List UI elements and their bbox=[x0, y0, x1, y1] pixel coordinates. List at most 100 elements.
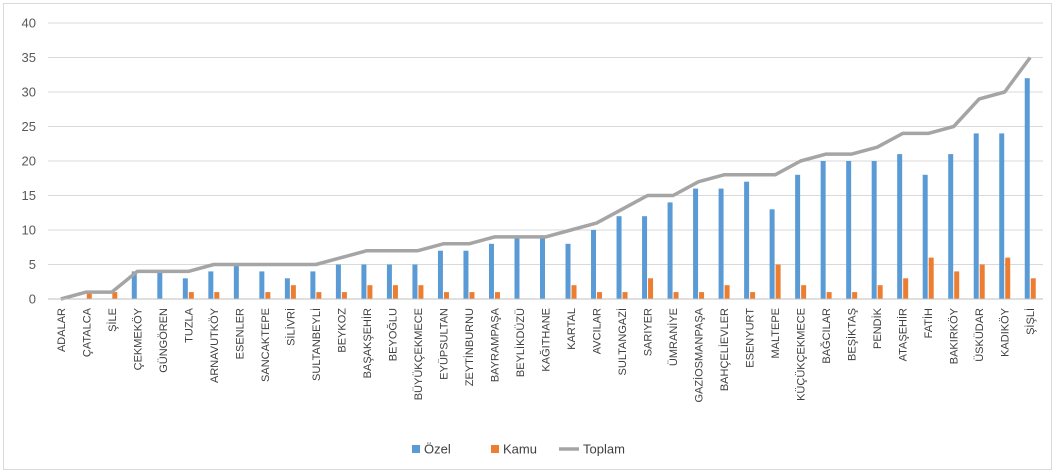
bar-zel-8 bbox=[259, 271, 265, 299]
legend-label-zel: Özel bbox=[424, 442, 451, 457]
bar-zel-16 bbox=[463, 250, 469, 299]
bar-kamu-37 bbox=[1005, 257, 1011, 299]
category-label: SANCAKTEPE bbox=[260, 308, 272, 382]
category-label: ÇATALCA bbox=[81, 307, 93, 357]
category-label: FATİH bbox=[922, 308, 935, 338]
bar-kamu-35 bbox=[954, 271, 960, 299]
bar-kamu-26 bbox=[724, 285, 730, 299]
category-label: GÜNGÖREN bbox=[158, 308, 170, 373]
category-label: EYÜPSULTAN bbox=[438, 308, 450, 380]
bar-zel-22 bbox=[616, 216, 622, 299]
bar-zel-36 bbox=[973, 133, 979, 299]
legend: Özel Kamu Toplam bbox=[412, 442, 625, 457]
bar-kamu-38 bbox=[1030, 278, 1036, 299]
y-tick-label: 0 bbox=[29, 292, 36, 307]
y-axis-ticks: 0 5 10 15 20 25 30 35 40 bbox=[22, 16, 36, 307]
category-label: ŞİŞLİ bbox=[1024, 308, 1037, 335]
total-line bbox=[60, 56, 1032, 301]
category-label: ATAŞEHİR bbox=[897, 308, 910, 361]
legend-swatch-zel bbox=[412, 445, 420, 453]
bar-kamu-14 bbox=[418, 285, 424, 299]
legend-label-kamu: Kamu bbox=[503, 442, 537, 457]
bar-kamu-32 bbox=[877, 285, 883, 299]
bar-kamu-21 bbox=[597, 292, 603, 299]
category-label: BAĞCILAR bbox=[820, 308, 833, 364]
category-label: KARTAL bbox=[566, 308, 578, 350]
category-labels: ADALAR ÇATALCA ŞİLE ÇEKMEKÖY GÜNGÖREN TUZLA AR… bbox=[56, 307, 1037, 402]
category-label: BAHÇELİEVLER bbox=[718, 308, 731, 391]
bar-kamu-8 bbox=[265, 292, 271, 299]
gridlines bbox=[48, 22, 1043, 265]
bar-zel-33 bbox=[897, 154, 903, 299]
bar-zel-31 bbox=[846, 161, 852, 299]
bar-zel-27 bbox=[744, 181, 750, 299]
bar-zel-25 bbox=[693, 188, 699, 299]
category-label: ESENLER bbox=[234, 308, 246, 359]
category-label: ESENYURT bbox=[745, 308, 757, 368]
bar-zel-13 bbox=[386, 264, 392, 299]
category-label: BAŞAKŞEHİR bbox=[361, 308, 374, 378]
legend-swatch-kamu bbox=[491, 445, 499, 453]
bar-kamu-15 bbox=[443, 292, 449, 299]
category-label: BÜYÜKÇEKMECE bbox=[413, 308, 425, 400]
y-tick-label: 40 bbox=[22, 16, 36, 31]
y-tick-label: 10 bbox=[22, 223, 36, 238]
bar-kamu-10 bbox=[316, 292, 322, 299]
category-label: ÇEKMEKÖY bbox=[132, 307, 144, 370]
bar-kamu-2 bbox=[112, 292, 118, 299]
category-label: MALTEPE bbox=[770, 308, 782, 359]
bar-zel-29 bbox=[795, 174, 801, 299]
bar-kamu-22 bbox=[622, 292, 628, 299]
bar-zel-15 bbox=[437, 250, 443, 299]
category-label: PENDİK bbox=[871, 307, 884, 349]
category-label: SARIYER bbox=[643, 308, 655, 356]
category-label: SİLİVRİ bbox=[284, 308, 297, 346]
category-label: KÜÇÜKÇEKMECE bbox=[796, 308, 808, 401]
bar-kamu-9 bbox=[290, 285, 296, 299]
bar-zel-18 bbox=[514, 236, 520, 299]
bars bbox=[86, 78, 1036, 299]
category-label: BAYRAMPAŞA bbox=[490, 307, 502, 382]
category-label: ŞİLE bbox=[106, 308, 119, 332]
bar-zel-23 bbox=[642, 216, 648, 299]
bar-zel-19 bbox=[540, 236, 545, 299]
y-tick-label: 15 bbox=[22, 188, 36, 203]
bar-zel-4 bbox=[157, 271, 163, 299]
bar-zel-20 bbox=[565, 243, 571, 299]
category-label: AVCILAR bbox=[592, 308, 604, 354]
bar-kamu-36 bbox=[979, 264, 985, 299]
bar-zel-6 bbox=[208, 271, 214, 299]
bar-zel-3 bbox=[131, 271, 137, 299]
category-label: ADALAR bbox=[56, 308, 68, 352]
bar-zel-12 bbox=[361, 264, 367, 299]
category-label: SULTANBEYLİ bbox=[310, 308, 323, 381]
bar-zel-32 bbox=[871, 161, 877, 299]
category-label: BEYLİKDÜZÜ bbox=[514, 308, 527, 377]
bar-kamu-12 bbox=[367, 285, 373, 299]
bar-zel-24 bbox=[667, 202, 673, 299]
bar-zel-28 bbox=[769, 209, 775, 299]
bar-kamu-23 bbox=[648, 278, 654, 299]
bar-kamu-33 bbox=[903, 278, 909, 299]
bar-kamu-34 bbox=[928, 257, 934, 299]
category-label: BEŞİKTAŞ bbox=[846, 308, 859, 361]
y-tick-label: 30 bbox=[22, 85, 36, 100]
bar-kamu-1 bbox=[86, 292, 92, 299]
series-line-toplam bbox=[60, 56, 1032, 301]
bar-zel-14 bbox=[412, 264, 418, 299]
bar-zel-34 bbox=[922, 174, 928, 299]
bar-zel-9 bbox=[284, 278, 290, 299]
bar-kamu-25 bbox=[699, 292, 705, 299]
bar-kamu-31 bbox=[852, 292, 858, 299]
category-label: GAZİOSMANPAŞA bbox=[693, 307, 706, 402]
bar-kamu-24 bbox=[673, 292, 679, 299]
bar-kamu-20 bbox=[571, 285, 577, 299]
y-tick-label: 25 bbox=[22, 119, 36, 134]
bar-zel-37 bbox=[999, 133, 1005, 299]
bar-kamu-27 bbox=[750, 292, 756, 299]
legend-label-toplam: Toplam bbox=[583, 442, 625, 457]
category-label: KAĞITHANE bbox=[540, 308, 553, 372]
bar-kamu-16 bbox=[469, 292, 475, 299]
category-label: BEYKOZ bbox=[336, 308, 348, 353]
